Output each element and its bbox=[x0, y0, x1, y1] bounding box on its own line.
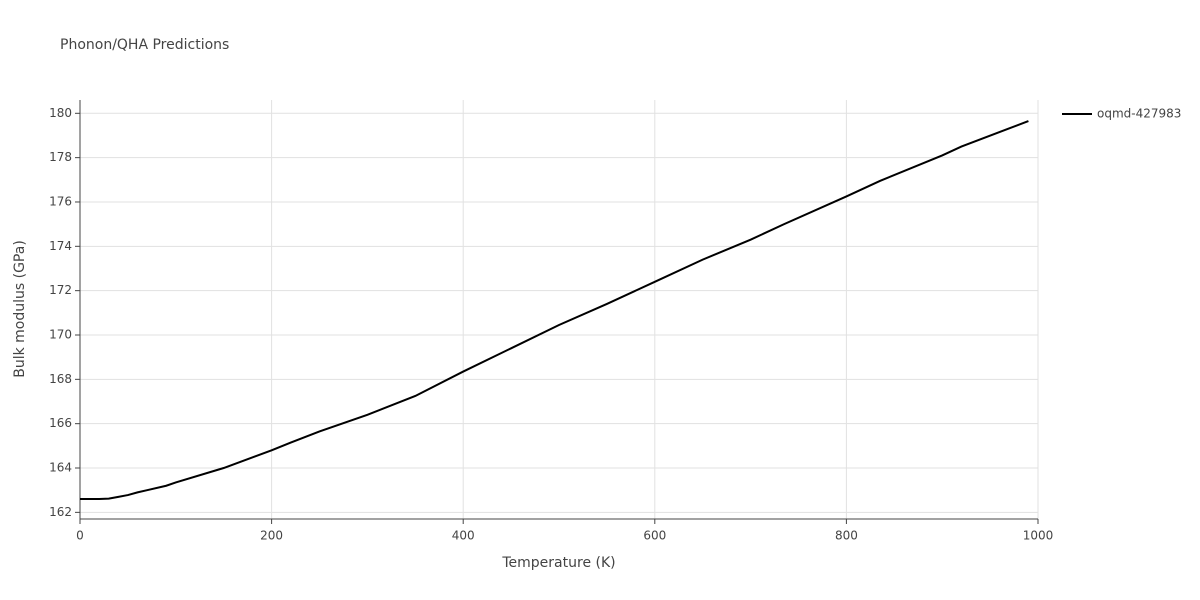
x-tick-label: 0 bbox=[76, 529, 84, 543]
y-tick-label: 170 bbox=[49, 327, 72, 341]
x-axis-title: Temperature (K) bbox=[501, 555, 615, 571]
y-tick-label: 180 bbox=[49, 106, 72, 120]
y-tick-label: 162 bbox=[49, 505, 72, 519]
y-tick-label: 164 bbox=[49, 461, 72, 475]
x-tick-label: 800 bbox=[835, 529, 858, 543]
x-tick-label: 1000 bbox=[1023, 529, 1054, 543]
y-tick-label: 172 bbox=[49, 283, 72, 297]
y-tick-label: 174 bbox=[49, 239, 72, 253]
x-tick-label: 600 bbox=[643, 529, 666, 543]
data-line bbox=[80, 120, 1029, 501]
y-tick-label: 178 bbox=[49, 150, 72, 164]
x-tick-label: 400 bbox=[452, 529, 475, 543]
x-tick-label: 200 bbox=[260, 529, 283, 543]
y-tick-label: 176 bbox=[49, 194, 72, 208]
y-tick-label: 168 bbox=[49, 372, 72, 386]
legend-label: oqmd-427983 bbox=[1097, 107, 1181, 121]
y-axis-title: Bulk modulus (GPa) bbox=[12, 240, 28, 378]
chart-title: Phonon/QHA Predictions bbox=[60, 37, 229, 53]
y-tick-label: 166 bbox=[49, 416, 72, 430]
